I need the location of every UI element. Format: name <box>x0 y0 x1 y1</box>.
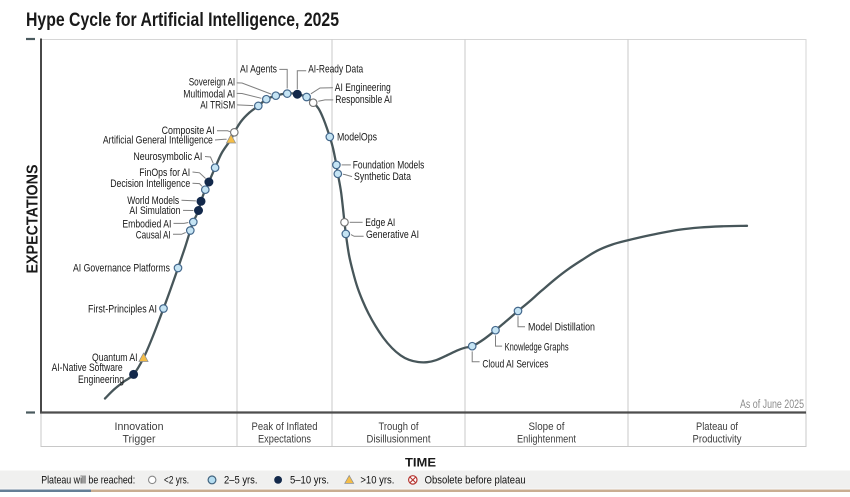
svg-text:FinOps for AI: FinOps for AI <box>139 167 190 179</box>
svg-text:Causal AI: Causal AI <box>136 229 171 241</box>
svg-text:Multimodal AI: Multimodal AI <box>183 88 235 100</box>
svg-text:AI Engineering: AI Engineering <box>335 82 391 94</box>
svg-text:2–5 yrs.: 2–5 yrs. <box>224 475 258 487</box>
svg-text:Edge AI: Edge AI <box>365 217 395 229</box>
svg-text:As of June 2025: As of June 2025 <box>740 399 804 411</box>
svg-text:Slope of: Slope of <box>529 421 566 433</box>
svg-text:Knowledge Graphs: Knowledge Graphs <box>505 341 569 353</box>
svg-text:Embodied AI: Embodied AI <box>122 218 171 230</box>
svg-text:AI-Native Software: AI-Native Software <box>52 362 123 374</box>
svg-text:Trough of: Trough of <box>379 421 420 433</box>
svg-text:<2 yrs.: <2 yrs. <box>164 475 189 487</box>
svg-text:Expectations: Expectations <box>258 434 311 446</box>
svg-text:AI Agents: AI Agents <box>240 64 277 76</box>
svg-text:Hype Cycle for Artificial Inte: Hype Cycle for Artificial Intelligence, … <box>26 9 339 31</box>
svg-text:Disillusionment: Disillusionment <box>367 434 431 446</box>
svg-text:Model Distillation: Model Distillation <box>528 322 595 334</box>
svg-text:Composite AI: Composite AI <box>162 125 215 137</box>
svg-text:Cloud AI Services: Cloud AI Services <box>482 359 548 371</box>
svg-text:5–10 yrs.: 5–10 yrs. <box>290 475 329 487</box>
svg-text:Trigger: Trigger <box>123 434 156 446</box>
svg-text:Responsible AI: Responsible AI <box>335 94 392 106</box>
svg-text:Decision Intelligence: Decision Intelligence <box>110 178 190 190</box>
svg-text:Generative AI: Generative AI <box>366 229 419 241</box>
svg-text:AI Governance Platforms: AI Governance Platforms <box>73 263 170 275</box>
svg-text:Neurosymbolic AI: Neurosymbolic AI <box>133 151 202 163</box>
svg-text:AI Simulation: AI Simulation <box>129 205 180 217</box>
svg-text:Foundation Models: Foundation Models <box>353 160 425 172</box>
svg-text:Peak of Inflated: Peak of Inflated <box>252 421 318 433</box>
svg-text:Quantum AI: Quantum AI <box>92 352 138 364</box>
svg-text:>10 yrs.: >10 yrs. <box>360 475 394 487</box>
svg-text:Obsolete before plateau: Obsolete before plateau <box>425 475 526 487</box>
svg-text:TIME: TIME <box>405 456 436 470</box>
svg-text:Plateau of: Plateau of <box>696 421 739 433</box>
svg-text:Enlightenment: Enlightenment <box>517 434 576 446</box>
svg-text:Artificial General Intelligenc: Artificial General Intelligence <box>103 135 213 147</box>
svg-text:Engineering: Engineering <box>78 374 124 386</box>
svg-text:Sovereign AI: Sovereign AI <box>189 77 236 89</box>
svg-text:AI TRiSM: AI TRiSM <box>200 100 235 112</box>
svg-text:AI-Ready Data: AI-Ready Data <box>308 64 364 76</box>
svg-text:EXPECTATIONS: EXPECTATIONS <box>25 165 42 274</box>
svg-text:First-Principles AI: First-Principles AI <box>88 304 157 316</box>
svg-text:Innovation: Innovation <box>115 421 164 433</box>
svg-text:Plateau will be reached:: Plateau will be reached: <box>41 475 135 487</box>
svg-text:World Models: World Models <box>127 195 179 207</box>
svg-text:Productivity: Productivity <box>693 434 742 446</box>
svg-text:Synthetic Data: Synthetic Data <box>354 171 412 183</box>
svg-text:ModelOps: ModelOps <box>337 132 377 144</box>
